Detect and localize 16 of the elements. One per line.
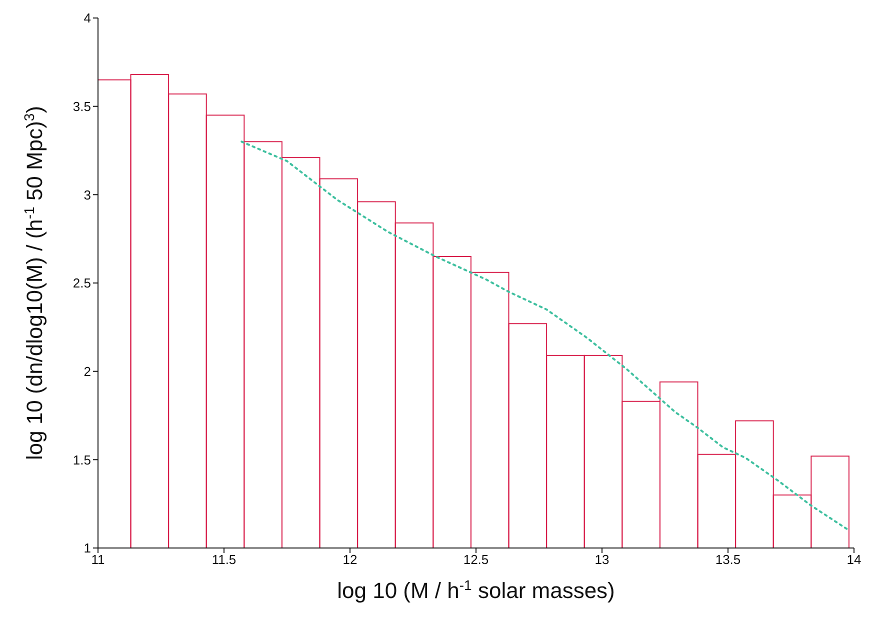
x-tick-label: 14 — [846, 552, 862, 568]
y-tick-label: 1.5 — [72, 452, 91, 468]
line-series — [240, 140, 850, 532]
y-tick-label: 4 — [84, 10, 91, 26]
x-tick-label: 13 — [594, 552, 610, 568]
x-axis-title: log 10 (M / h$^{-1}$ solar masses) — [337, 577, 615, 603]
x-tick-label: 12.5 — [463, 552, 489, 568]
y-tick-label: 2.5 — [72, 276, 91, 291]
y-tick-label: 1 — [84, 540, 91, 556]
x-tick-label: 12 — [342, 552, 358, 568]
x-tick-label: 11 — [91, 552, 105, 568]
x-tick-label: 13.5 — [715, 552, 741, 568]
x-tick-label: 11.5 — [212, 552, 236, 568]
y-tick-label: 3 — [84, 187, 91, 202]
y-tick-label: 3.5 — [72, 98, 91, 114]
y-tick-label: 2 — [84, 364, 91, 379]
